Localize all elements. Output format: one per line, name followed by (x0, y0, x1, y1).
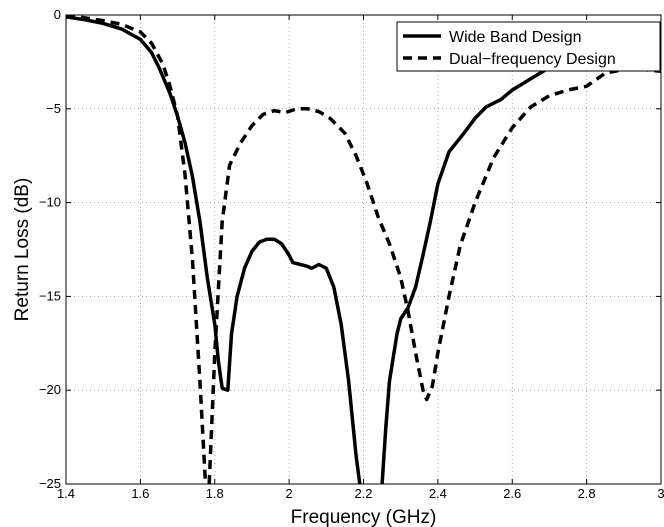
legend-label-wide-band: Wide Band Design (449, 29, 582, 46)
dual-frequency-series-line (207, 67, 661, 484)
legend: Wide Band Design Dual−frequency Design (396, 21, 661, 72)
legend-label-dual-frequency: Dual−frequency Design (449, 51, 616, 68)
y-tick-label: −5 (46, 101, 61, 116)
x-tick-label: 2 (286, 486, 293, 501)
y-tick-label: −25 (39, 476, 61, 491)
legend-box (396, 21, 661, 72)
x-tick-label: 2.8 (578, 486, 596, 501)
plot-area (65, 14, 662, 485)
y-axis-title: Return Loss (dB) (12, 178, 33, 322)
x-tick-label: 1.4 (57, 486, 75, 501)
x-tick-label: 3 (657, 486, 664, 501)
x-axis-title: Frequency (GHz) (291, 507, 437, 527)
y-tick-label: −20 (39, 382, 61, 397)
dual-frequency-series-line (66, 15, 208, 484)
y-tick-label: 0 (54, 7, 61, 22)
x-tick-label: 2.4 (429, 486, 447, 501)
y-tick-label: −10 (39, 195, 61, 210)
y-axis-ticks: 0 −5 −10 −15 −20 −25 (39, 7, 661, 491)
x-tick-label: 2.2 (354, 486, 372, 501)
wide-band-series-line (66, 15, 362, 484)
x-tick-label: 1.8 (206, 486, 224, 501)
x-axis-ticks: 1.4 1.6 1.8 2 2.2 2.4 2.6 2.8 3 (57, 15, 664, 501)
x-tick-label: 2.6 (503, 486, 521, 501)
y-tick-label: −15 (39, 288, 61, 303)
x-tick-label: 1.6 (131, 486, 149, 501)
